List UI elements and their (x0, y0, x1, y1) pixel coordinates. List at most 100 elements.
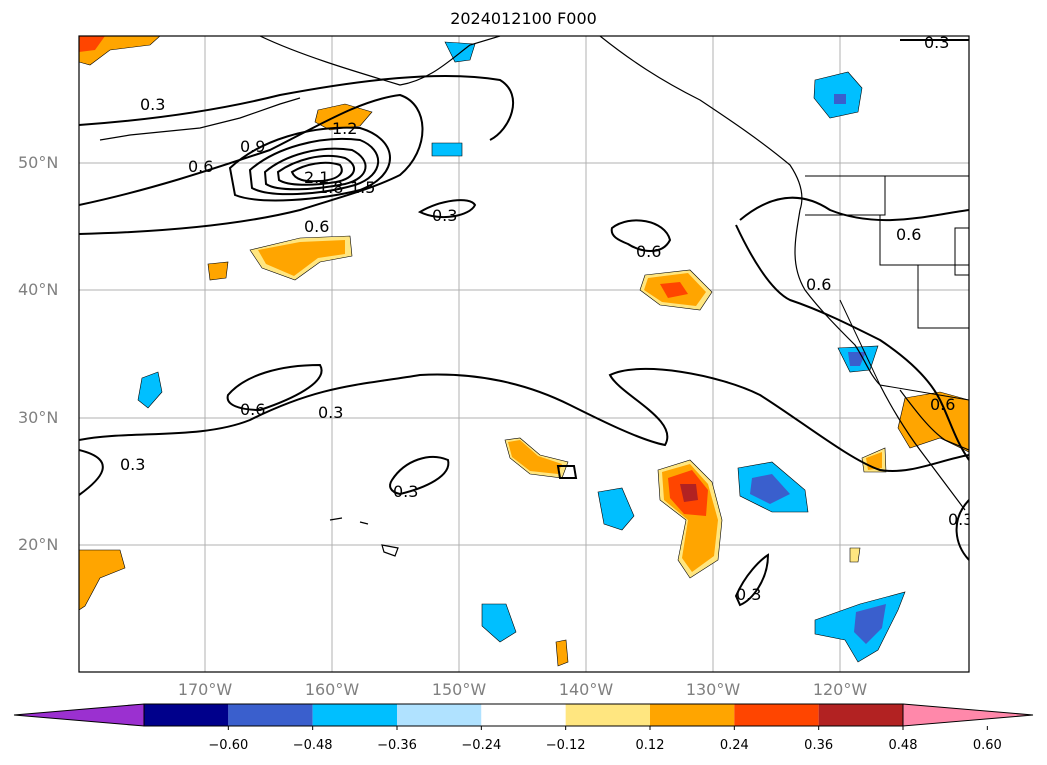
colorbar-segment (228, 704, 313, 726)
contour-0.6-north (79, 93, 424, 235)
lat-label-40n: 40°N (18, 280, 59, 299)
blob-tiny-orange (555, 639, 569, 667)
blob-west-blue (137, 371, 163, 409)
contour-label: 0.3 (140, 95, 165, 114)
colorbar (13, 703, 1034, 730)
contour-0.6-west (226, 363, 323, 412)
lon-label-160w: 160°W (304, 680, 360, 699)
contour-lines (79, 39, 969, 607)
contour-label: 0.6 (930, 395, 955, 414)
map-title: 2024012100 F000 (450, 9, 597, 28)
lon-label-130w: 130°W (685, 680, 741, 699)
colorbar-segment (734, 704, 819, 726)
blob-nw-red (79, 36, 105, 52)
colorbar-segment (650, 704, 735, 726)
contour-0.3-west (79, 449, 104, 496)
contour-label: 0.3 (120, 455, 145, 474)
contour-label: 2.1 (304, 168, 329, 187)
contour-0.3-main (79, 367, 969, 472)
borders (805, 175, 969, 401)
coast-mexico (899, 389, 969, 451)
contour-label: 0.6 (636, 242, 661, 261)
blob-tiny-orange-2 (849, 547, 861, 563)
colorbar-tick-label: −0.48 (292, 738, 333, 753)
contour-label: 0.6 (896, 225, 921, 244)
blob-baja-orange (897, 391, 969, 453)
contour-1.8 (276, 154, 356, 186)
contour-label: 1.8 (318, 178, 343, 197)
colorbar-segment (312, 704, 397, 726)
blob-gulf-blue-2 (431, 142, 463, 157)
contour-0.3-east-edge (955, 499, 969, 561)
lon-label-170w: 170°W (177, 680, 233, 699)
contour-label: 0.6 (240, 400, 265, 419)
contour-label: 0.3 (736, 585, 761, 604)
lat-label-20n: 20°N (18, 535, 59, 554)
contour-label: 0.3 (948, 510, 973, 529)
contour-0.6-coast-2 (735, 224, 969, 461)
colorbar-extend-low (13, 703, 145, 727)
contour-1.2 (248, 138, 380, 196)
contour-label: 1.2 (332, 119, 357, 138)
contour-0.3-hawaii (389, 455, 450, 496)
lon-label-150w: 150°W (431, 680, 487, 699)
lat-label-30n: 30°N (18, 408, 59, 427)
contour-label: 0.6 (806, 275, 831, 294)
blob-sw-orange (79, 549, 126, 611)
lat-label-50n: 50°N (18, 153, 59, 172)
colorbar-tick-label: 0.60 (972, 738, 1002, 753)
colorbar-tick-label: −0.60 (208, 738, 249, 753)
contour-label: 0.3 (924, 33, 949, 52)
blob-south-blue (481, 603, 517, 643)
coast-us-west (794, 209, 881, 386)
coast-alaska (259, 36, 501, 86)
colorbar-tick-label: −0.36 (377, 738, 417, 753)
colorbar-extend-high (902, 703, 1034, 727)
filled-anomalies (79, 36, 969, 667)
colorbar-frame (143, 703, 904, 727)
contour-label: 0.9 (240, 137, 265, 156)
lon-label-120w: 120°W (812, 680, 868, 699)
gridlines (79, 36, 969, 672)
colorbar-segment (818, 704, 903, 726)
colorbar-segment (397, 704, 482, 726)
lon-label-140w: 140°W (558, 680, 614, 699)
map-frame (78, 35, 970, 673)
contour-label: 0.3 (432, 206, 457, 225)
contour-0.3-north (79, 74, 515, 141)
contour-0.6-east (610, 219, 672, 252)
colorbar-tick-label: 0.12 (635, 738, 665, 753)
contour-0.3-small (556, 465, 578, 479)
contour-0.3-south (734, 553, 770, 607)
contour-2.1 (290, 161, 343, 183)
colorbar-segment (565, 704, 650, 726)
colorbar-tick-label: 0.48 (888, 738, 918, 753)
contour-label: 0.6 (188, 157, 213, 176)
contour-label: 0.3 (393, 482, 418, 501)
contour-labels: 0.3 0.6 0.9 1.2 1.5 1.8 2.1 0.3 0.6 0.3 … (120, 33, 973, 604)
colorbar-tick-label: −0.24 (461, 738, 502, 753)
coast-baja (879, 384, 966, 511)
blob-small-orange (207, 261, 229, 281)
colorbar-tick-label: 0.24 (719, 738, 749, 753)
coast-panhandle (599, 36, 803, 211)
blob-gulf-orange (314, 103, 373, 131)
contour-0.9 (228, 126, 391, 202)
map-content: 0.3 0.6 0.9 1.2 1.5 1.8 2.1 0.3 0.6 0.3 … (79, 33, 973, 672)
colorbar-tick-label: −0.12 (545, 738, 586, 753)
border-states (805, 176, 969, 401)
colorbar-segment (481, 704, 566, 726)
coast-aleutians (99, 97, 301, 141)
coastlines (99, 36, 969, 557)
blob-hawaii-blue (597, 487, 635, 531)
colorbar-tick-label: 0.36 (804, 738, 834, 753)
contour-1.5 (263, 147, 367, 191)
contour-label: 0.3 (318, 403, 343, 422)
contour-label: 0.6 (304, 217, 329, 236)
contour-0.3-central (417, 199, 477, 219)
contour-label: 1.5 (350, 178, 375, 197)
coast-hawaii (329, 517, 399, 557)
colorbar-segment (144, 704, 229, 726)
contour-0.6-coast (739, 196, 969, 222)
